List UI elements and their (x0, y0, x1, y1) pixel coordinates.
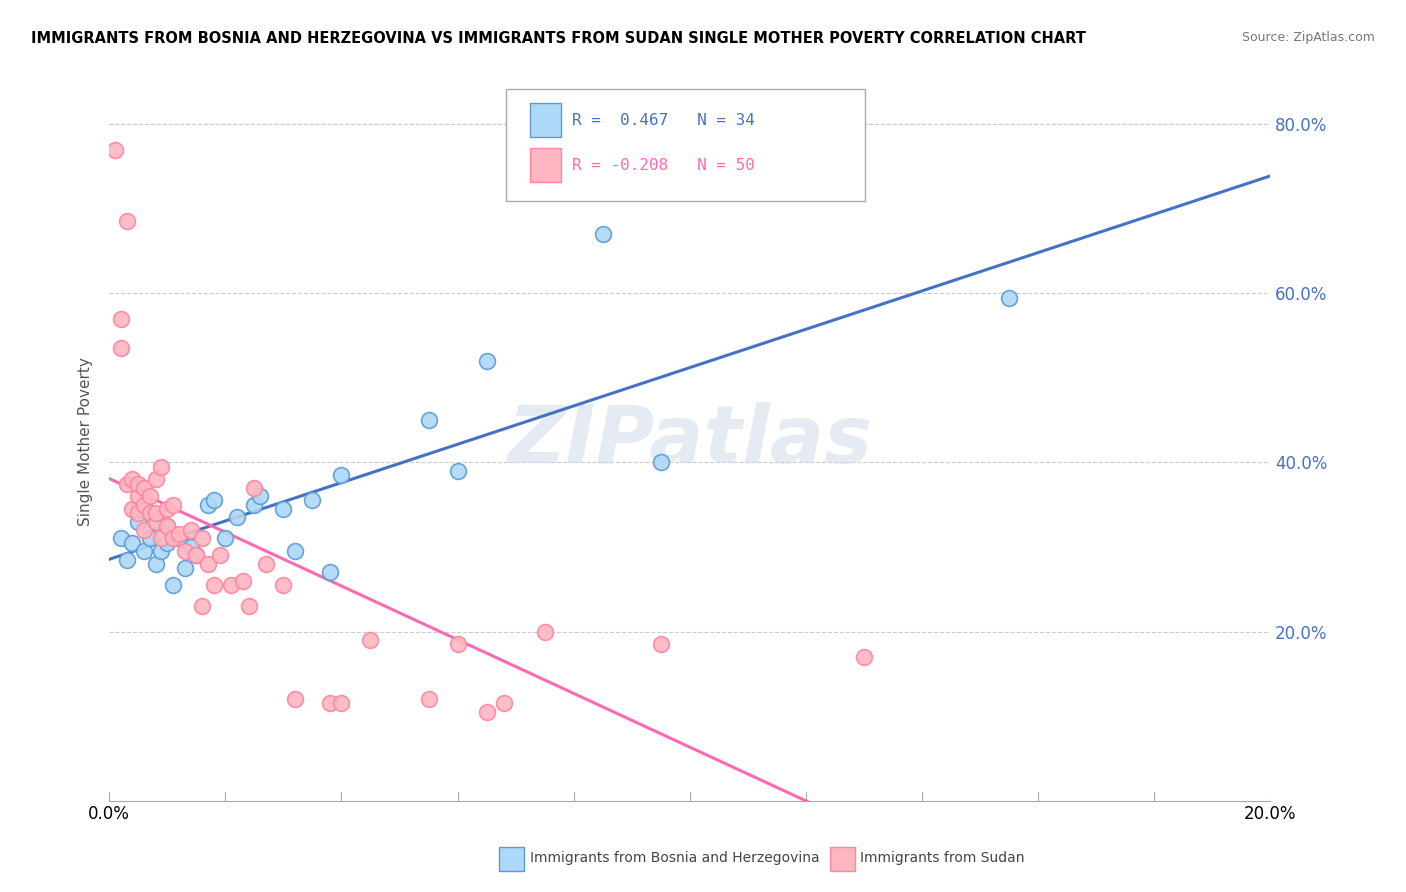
Point (998, 291, 1021, 305)
Point (127, 502, 149, 516)
Point (173, 561, 195, 575)
Point (180, 523, 202, 537)
Point (132, 498, 155, 512)
Point (232, 574, 254, 588)
Point (273, 502, 295, 516)
Point (162, 578, 184, 592)
Text: R = -0.208   N = 50: R = -0.208 N = 50 (572, 158, 755, 172)
Point (115, 214, 138, 228)
Point (186, 549, 208, 563)
Point (492, 697, 515, 711)
Point (104, 143, 127, 157)
Point (418, 692, 440, 706)
Point (208, 549, 231, 563)
Point (243, 481, 266, 495)
Point (330, 697, 353, 711)
Point (145, 557, 167, 571)
Point (319, 566, 342, 580)
Text: Source: ZipAtlas.com: Source: ZipAtlas.com (1241, 31, 1375, 45)
Point (243, 498, 266, 512)
Point (284, 544, 307, 558)
Text: ZIPatlas: ZIPatlas (508, 402, 872, 480)
Point (162, 532, 184, 546)
Point (162, 498, 184, 512)
Text: IMMIGRANTS FROM BOSNIA AND HERZEGOVINA VS IMMIGRANTS FROM SUDAN SINGLE MOTHER PO: IMMIGRANTS FROM BOSNIA AND HERZEGOVINA V… (31, 31, 1085, 46)
Point (127, 515, 149, 529)
Point (167, 527, 190, 541)
Point (132, 481, 155, 495)
Point (127, 489, 149, 503)
Point (150, 532, 173, 546)
Point (650, 637, 672, 651)
Point (446, 464, 468, 478)
Point (150, 544, 173, 558)
Point (191, 599, 214, 614)
Point (475, 705, 498, 719)
Point (197, 498, 219, 512)
Point (191, 532, 214, 546)
Point (202, 578, 225, 592)
Point (145, 515, 167, 529)
Point (202, 493, 225, 508)
Point (254, 557, 277, 571)
Point (156, 518, 179, 533)
Point (121, 535, 143, 549)
Point (110, 532, 132, 546)
Point (110, 311, 132, 326)
Point (446, 637, 468, 651)
Point (273, 578, 295, 592)
Text: R =  0.467   N = 34: R = 0.467 N = 34 (572, 113, 755, 128)
Point (226, 510, 249, 524)
Point (418, 413, 440, 427)
Point (145, 515, 167, 529)
Point (156, 502, 179, 516)
Point (360, 632, 382, 647)
Point (115, 552, 138, 566)
Point (127, 506, 149, 520)
Point (167, 532, 190, 546)
Point (173, 544, 195, 558)
Text: Immigrants from Sudan: Immigrants from Sudan (860, 851, 1025, 865)
Point (145, 506, 167, 520)
Point (139, 489, 162, 503)
Point (150, 459, 173, 474)
Point (852, 649, 875, 664)
Point (219, 578, 242, 592)
Point (330, 468, 353, 483)
Point (475, 354, 498, 368)
Point (145, 472, 167, 486)
Point (139, 506, 162, 520)
Point (592, 227, 614, 241)
Point (249, 489, 271, 503)
Point (156, 535, 179, 549)
Point (238, 599, 260, 614)
Point (139, 532, 162, 546)
Point (301, 493, 323, 508)
Point (115, 476, 138, 491)
Point (121, 472, 143, 486)
Point (186, 549, 208, 563)
Y-axis label: Single Mother Poverty: Single Mother Poverty (79, 357, 93, 525)
Point (319, 697, 342, 711)
Point (132, 544, 155, 558)
Point (127, 476, 149, 491)
Point (214, 532, 236, 546)
Point (284, 692, 307, 706)
Point (180, 540, 202, 554)
Text: Immigrants from Bosnia and Herzegovina: Immigrants from Bosnia and Herzegovina (530, 851, 820, 865)
Point (121, 502, 143, 516)
Point (156, 518, 179, 533)
Point (197, 557, 219, 571)
Point (533, 624, 555, 639)
Point (650, 455, 672, 469)
Point (132, 523, 155, 537)
Point (110, 341, 132, 355)
